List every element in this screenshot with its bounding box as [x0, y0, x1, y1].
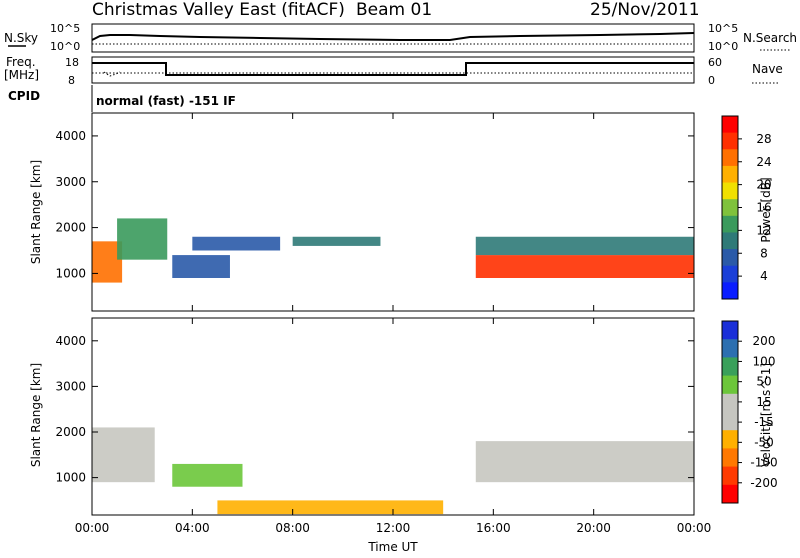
- velocity-xtick-label-3: 12:00: [376, 521, 411, 535]
- velocity-colorbar-label-3: 15: [756, 395, 771, 409]
- power-colorbar-cell-6: [722, 215, 738, 233]
- velocity-colorbar-label-7: -200: [750, 476, 777, 490]
- freq-panel: [91, 56, 695, 84]
- cpid-label: CPID: [8, 89, 40, 103]
- power-colorbar-cell-1: [722, 132, 738, 150]
- velocity-xtick-label-0: 00:00: [75, 521, 110, 535]
- nsky-label: N.Sky: [4, 31, 38, 45]
- velocity-ytick-label-1: 3000: [55, 379, 86, 393]
- power-region-6: [475, 236, 694, 256]
- power-colorbar-cell-10: [722, 282, 738, 300]
- velocity-region-3: [217, 500, 444, 515]
- power-colorbar-label-4: 12: [756, 223, 771, 237]
- power-colorbar-cell-3: [722, 165, 738, 184]
- freq-tick-top: 18: [65, 56, 79, 69]
- velocity-colorbar-label-6: -100: [750, 456, 777, 470]
- power-colorbar-label-0: 28: [756, 132, 771, 146]
- velocity-region-1: [172, 463, 243, 487]
- power-colorbar-label-3: 16: [756, 201, 771, 215]
- nsky-tick-bottom: 10^0: [50, 40, 80, 53]
- power-ytick-label-1: 3000: [55, 175, 86, 189]
- freq-label: Freq.: [6, 55, 36, 69]
- freq-trace: [92, 62, 694, 76]
- velocity-colorbar-cell-2: [722, 357, 738, 377]
- velocity-colorbar-label-4: -15: [754, 415, 774, 429]
- power-ytick-label-2: 2000: [55, 221, 86, 235]
- power-colorbar-label-2: 20: [756, 178, 771, 192]
- nsky-tick-top: 10^5: [50, 22, 80, 35]
- velocity-ytick-label-0: 4000: [55, 334, 86, 348]
- velocity-colorbar-label-0: 200: [753, 334, 776, 348]
- velocity-ytick-label-2: 2000: [55, 425, 86, 439]
- power-colorbar-label-1: 24: [756, 155, 771, 169]
- velocity-colorbar-cell-6: [722, 430, 738, 449]
- power-region-5: [475, 255, 694, 278]
- power-region-0: [92, 241, 123, 283]
- nsearch-label: N.Search: [743, 31, 797, 45]
- velocity-colorbar-cell-5: [722, 412, 738, 431]
- power-region-3: [192, 236, 281, 251]
- velocity-xtick-label-2: 08:00: [275, 521, 310, 535]
- power-panel: 4000 3000 2000 1000: [55, 112, 695, 312]
- station-title: Christmas Valley East (fitACF): [92, 0, 345, 20]
- velocity-colorbar: 200 100 50 15 -15 -50 -100 -200: [721, 320, 778, 504]
- velocity-ylabel: Slant Range [km]: [29, 363, 43, 467]
- velocity-region-2: [475, 441, 694, 483]
- freq-unit: [MHz]: [4, 68, 39, 82]
- power-colorbar: 28 24 20 16 12 8 4: [721, 115, 772, 300]
- power-ytick-label-0: 4000: [55, 129, 86, 143]
- velocity-colorbar-label-2: 50: [756, 375, 771, 389]
- power-colorbar-label-5: 8: [760, 246, 768, 260]
- velocity-colorbar-cell-7: [722, 448, 738, 468]
- velocity-colorbar-label-5: -50: [754, 435, 774, 449]
- cpid-value: normal (fast) -151 IF: [96, 94, 236, 108]
- velocity-ytick-label-3: 1000: [55, 471, 86, 485]
- velocity-xtick-label-6: 00:00: [677, 521, 712, 535]
- velocity-colorbar-cell-3: [722, 375, 738, 395]
- power-colorbar-cell-8: [722, 249, 738, 267]
- velocity-colorbar-cell-1: [722, 339, 738, 358]
- power-region-1: [117, 218, 168, 260]
- power-ylabel: Slant Range [km]: [29, 160, 43, 264]
- nsky-trace: [91, 32, 695, 41]
- beam-label: Beam 01: [356, 0, 432, 20]
- xlabel: Time UT: [367, 540, 418, 554]
- velocity-colorbar-cell-8: [722, 466, 738, 486]
- power-region-4: [292, 236, 381, 246]
- power-colorbar-label-6: 4: [760, 269, 768, 283]
- power-colorbar-cell-0: [722, 116, 738, 134]
- noise-panel: [91, 23, 695, 53]
- nsearch-tick-bottom: 10^0: [708, 40, 738, 53]
- power-colorbar-label: Power [dB]: [759, 177, 773, 242]
- power-frame: [91, 112, 695, 312]
- date-label: 25/Nov/2011: [590, 0, 700, 20]
- velocity-xtick-label-1: 04:00: [175, 521, 210, 535]
- nave-label: Nave: [752, 62, 783, 76]
- nave-tick-top: 60: [708, 56, 722, 69]
- power-colorbar-cell-5: [722, 199, 738, 217]
- velocity-region-0: [92, 427, 155, 483]
- power-ytick-label-3: 1000: [55, 266, 86, 280]
- freq-tick-bottom: 8: [68, 74, 75, 87]
- nave-tick-bottom: 0: [708, 74, 715, 87]
- velocity-colorbar-cell-4: [722, 393, 738, 413]
- power-colorbar-cell-9: [722, 265, 738, 283]
- power-colorbar-cell-7: [722, 232, 738, 250]
- velocity-colorbar-label-1: 100: [753, 354, 776, 368]
- velocity-colorbar-label: Velocity [m s^-1]: [759, 363, 773, 467]
- power-colorbar-cell-4: [722, 182, 738, 200]
- nave-blip: [103, 71, 121, 77]
- power-colorbar-cell-2: [722, 149, 738, 167]
- power-region-2: [172, 255, 230, 278]
- velocity-colorbar-frame: [721, 320, 739, 504]
- nsearch-tick-top: 10^5: [708, 22, 738, 35]
- velocity-panel: 4000 3000 2000 1000 00:00 04:00 08:00 12:00 16:0…: [55, 317, 712, 535]
- velocity-colorbar-cell-0: [722, 321, 738, 340]
- velocity-xtick-label-4: 16:00: [476, 521, 511, 535]
- velocity-xtick-label-5: 20:00: [576, 521, 611, 535]
- velocity-colorbar-cell-9: [722, 484, 738, 504]
